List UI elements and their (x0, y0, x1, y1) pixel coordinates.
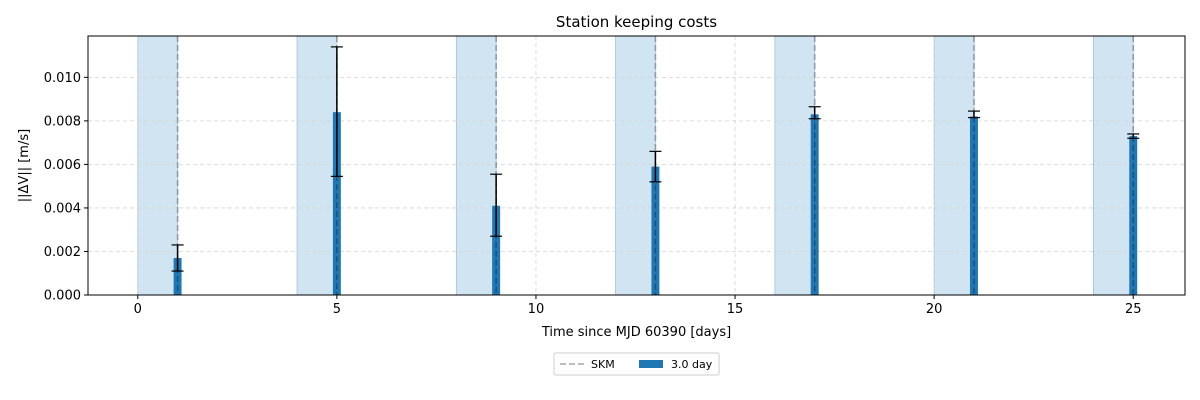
shaded-interval-3 (615, 35, 656, 296)
legend-bar-swatch (639, 360, 663, 368)
x-tick-label-1: 5 (333, 302, 341, 317)
y-tick-label-4: 0.008 (44, 114, 81, 129)
shaded-intervals (137, 35, 1134, 296)
y-tick-label-5: 0.010 (44, 71, 81, 86)
shaded-interval-6 (1093, 35, 1134, 296)
shaded-interval-2 (455, 35, 497, 296)
x-tick-label-5: 25 (1125, 302, 1142, 317)
shaded-interval-4 (774, 35, 816, 296)
y-tick-label-0: 0.000 (44, 289, 81, 304)
plot-frame (87, 35, 1186, 296)
x-tick-label-0: 0 (134, 302, 142, 317)
legend-skm-label: SKM (591, 358, 615, 371)
chart-title: Station keeping costs (556, 13, 717, 31)
grid (88, 36, 1185, 295)
error-bars (171, 46, 1140, 272)
bar-2 (492, 205, 501, 295)
shaded-interval-0 (137, 35, 178, 296)
y-tick-label-2: 0.004 (44, 201, 81, 216)
legend: SKM 3.0 day (553, 352, 720, 376)
legend-bar-label: 3.0 day (671, 358, 713, 371)
y-tick-label-1: 0.002 (44, 245, 81, 260)
x-tick-label-3: 15 (727, 302, 744, 317)
y-axis-label: ||ΔV|| [m/s] (17, 129, 32, 202)
axes: 0 5 10 15 20 25 0.000 0.002 0.004 0.006 0.008 0.010 (44, 71, 1142, 317)
x-tick-label-2: 10 (528, 302, 545, 317)
y-tick-label-3: 0.006 (44, 158, 81, 173)
bar-6 (1129, 136, 1138, 295)
x-tick-label-4: 20 (926, 302, 943, 317)
shaded-interval-5 (933, 35, 975, 296)
legend-box (553, 352, 720, 376)
x-axis-label: Time since MJD 60390 [days] (541, 325, 731, 340)
shaded-interval-1 (296, 35, 338, 296)
bar-5 (969, 116, 978, 295)
